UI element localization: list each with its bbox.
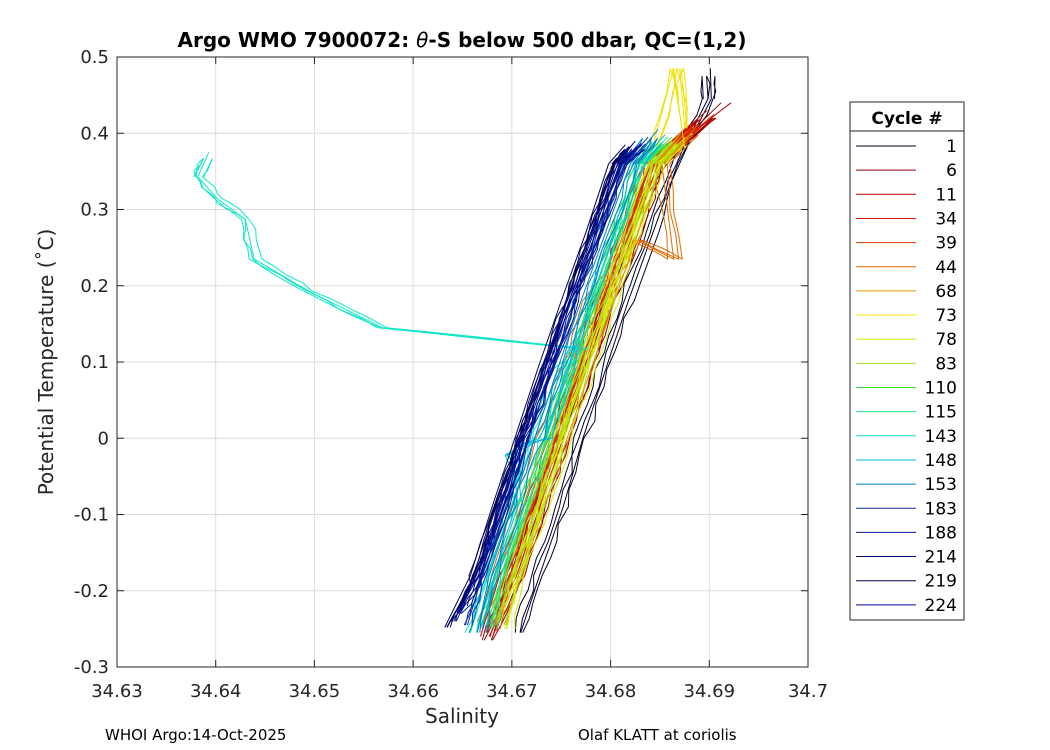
footer-left: WHOI Argo:14-Oct-2025	[105, 726, 286, 744]
legend-label-39: 39	[935, 234, 957, 254]
series-strand-6	[490, 117, 716, 641]
legend-label-148: 148	[925, 451, 957, 471]
x-axis-label: Salinity	[425, 704, 499, 728]
series-strand-188	[459, 149, 644, 614]
series-strand-78	[506, 143, 677, 629]
legend-label-73: 73	[935, 306, 957, 326]
chart-title: Argo WMO 7900072: θ-S below 500 dbar, QC…	[178, 28, 747, 52]
series-layer	[193, 66, 732, 641]
series-strand-110	[487, 143, 670, 626]
y-tick-label: 0	[98, 428, 109, 449]
y-tick-label: 0.3	[80, 200, 109, 221]
legend-label-11: 11	[935, 185, 957, 205]
series-line-153	[476, 129, 659, 633]
x-tick-label: 34.66	[387, 681, 439, 702]
legend-entries: 1 6 11 34 39 44 68 73 78 83 110 115 143 148 153 183 188 2…	[856, 137, 957, 616]
x-tick-label: 34.64	[190, 681, 242, 702]
x-axis-ticks: 34.63 34.64 34.65 34.66 34.67 34.68 34.69 34.7	[91, 57, 828, 702]
y-tick-label: 0.1	[80, 352, 109, 373]
legend-label-224: 224	[925, 596, 957, 616]
legend: Cycle # 1 6 11 34 39 44 68 73 78 83 110 115 143 148 15…	[849, 101, 965, 621]
legend-label-78: 78	[935, 330, 957, 350]
legend-label-110: 110	[925, 379, 957, 399]
legend-label-183: 183	[925, 499, 957, 519]
legend-label-214: 214	[925, 548, 957, 568]
series-strand-214	[458, 149, 629, 607]
chart-title-theta: θ	[416, 28, 428, 52]
series-strand-153	[485, 137, 659, 633]
series-strand-115	[493, 143, 664, 629]
legend-label-6: 6	[946, 161, 957, 181]
series-strand-83	[499, 140, 673, 622]
x-tick-label: 34.7	[788, 681, 828, 702]
legend-label-1: 1	[946, 137, 957, 157]
series-strand-83	[505, 140, 683, 622]
y-tick-label: 0.4	[80, 123, 109, 144]
series-strand-153	[479, 137, 653, 633]
legend-label-83: 83	[935, 354, 957, 374]
y-tick-label: -0.3	[74, 657, 109, 678]
series-strand-115	[488, 143, 662, 630]
series-strand-148	[486, 141, 663, 629]
series-strand-83	[495, 140, 673, 622]
x-tick-label: 34.63	[91, 681, 143, 702]
y-axis-ticks: -0.3 -0.2 -0.1 0 0.1 0.2 0.3 0.4 0.5	[74, 47, 808, 678]
y-tick-label: -0.2	[74, 581, 109, 602]
series-strand-68	[506, 140, 687, 626]
legend-label-68: 68	[935, 282, 957, 302]
series-strand-224	[455, 146, 630, 622]
legend-label-44: 44	[935, 258, 957, 278]
x-tick-label: 34.67	[486, 681, 538, 702]
footer-right: Olaf KLATT at coriolis	[578, 726, 737, 744]
series-strand-219	[446, 149, 627, 628]
legend-label-219: 219	[925, 572, 957, 592]
series-strand-73	[501, 66, 688, 618]
legend-label-115: 115	[925, 403, 957, 423]
chart-title-prefix: Argo WMO 7900072:	[178, 28, 417, 52]
y-axis-label: Potential Temperature (˚C)	[34, 229, 58, 496]
series-strand-224	[455, 146, 637, 622]
series-strand-183	[471, 143, 646, 626]
series-line-219	[444, 144, 626, 628]
legend-title: Cycle #	[871, 109, 942, 129]
legend-label-153: 153	[925, 475, 957, 495]
series-strand-78	[513, 143, 685, 629]
y-tick-label: 0.5	[80, 47, 109, 68]
legend-label-188: 188	[925, 523, 957, 543]
y-tick-label: -0.1	[74, 505, 109, 526]
chart-title-suffix: -S below 500 dbar, QC=(1,2)	[428, 28, 746, 52]
x-tick-label: 34.68	[585, 681, 637, 702]
series-strand-224	[450, 146, 630, 622]
y-tick-label: 0.2	[80, 276, 109, 297]
legend-label-34: 34	[935, 209, 957, 229]
series-line-73	[493, 68, 686, 618]
legend-label-143: 143	[925, 427, 957, 447]
x-tick-label: 34.69	[684, 681, 736, 702]
x-tick-label: 34.65	[289, 681, 341, 702]
legend-box	[849, 101, 965, 621]
